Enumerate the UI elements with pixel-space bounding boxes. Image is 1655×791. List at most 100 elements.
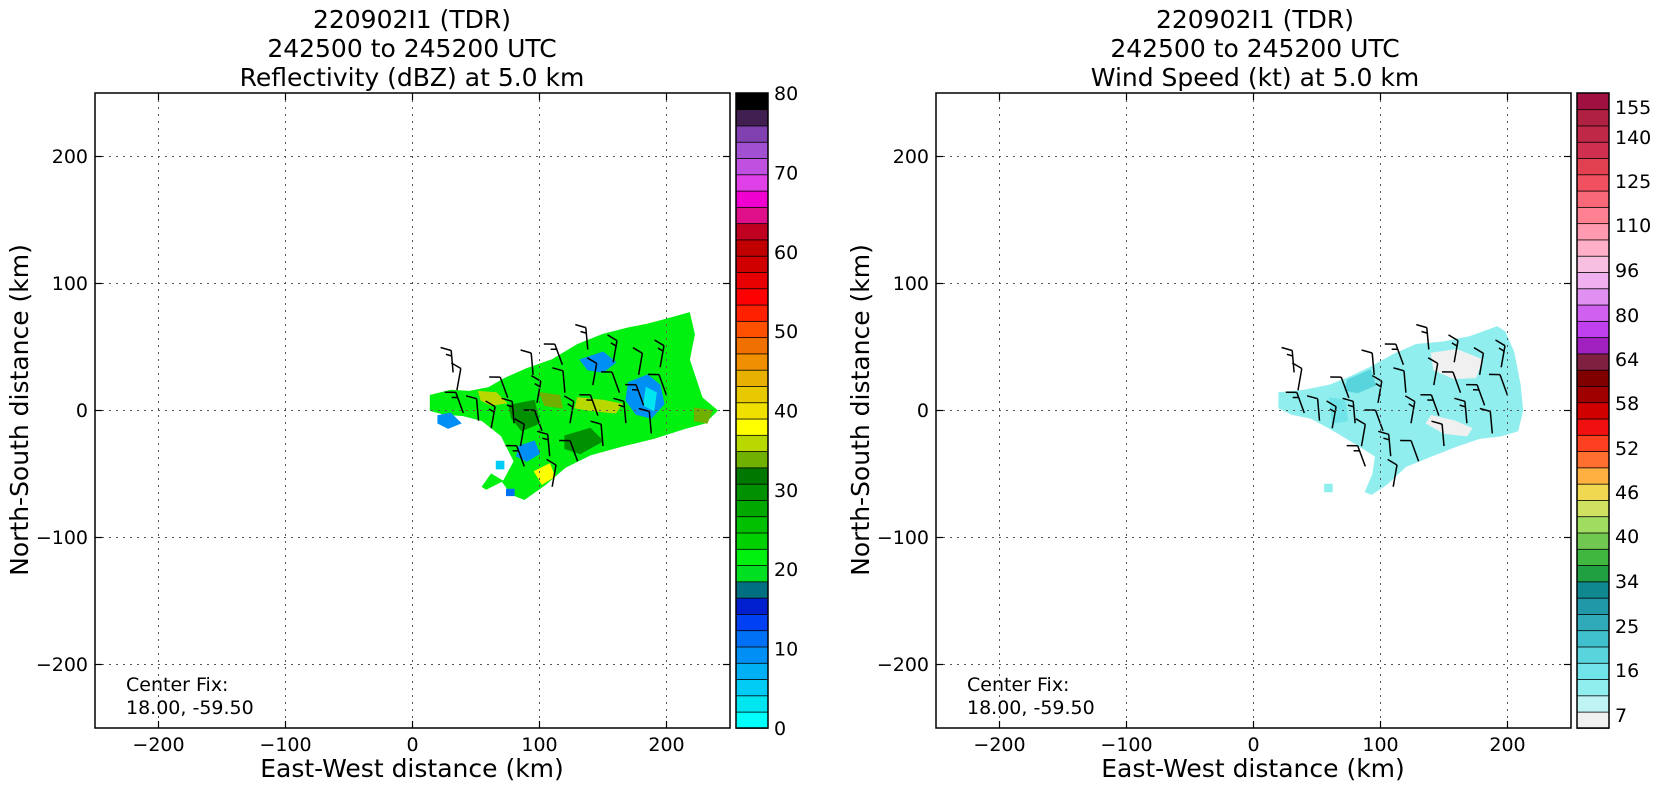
- colorbar-cell: [736, 598, 768, 615]
- y-tick-label: −200: [36, 654, 88, 676]
- chart-title-line-2: 242500 to 245200 UTC: [267, 34, 556, 63]
- colorbar-cell: [1577, 272, 1609, 289]
- panel-reflectivity: 220902I1 (TDR) 242500 to 245200 UTC Refl…: [5, 5, 798, 783]
- chart-title-line-1: 220902I1 (TDR): [1156, 5, 1354, 34]
- colorbar-cell: [736, 93, 768, 110]
- chart-title-line-3: Wind Speed (kt) at 5.0 km: [1091, 63, 1419, 92]
- colorbar-cell: [736, 272, 768, 289]
- colorbar-tick-label: 0: [774, 718, 786, 740]
- colorbar-cell: [736, 630, 768, 647]
- colorbar-tick-label: 50: [774, 321, 798, 343]
- colorbar-tick-label: 125: [1615, 171, 1651, 193]
- colorbar-cell: [736, 419, 768, 436]
- colorbar-cell: [736, 467, 768, 484]
- colorbar-cell: [1577, 549, 1609, 566]
- colorbar-cell: [1577, 484, 1609, 501]
- chart-title-line-1: 220902I1 (TDR): [313, 5, 511, 34]
- chart-title-line-3: Reflectivity (dBZ) at 5.0 km: [240, 63, 585, 92]
- colorbar-cell: [736, 712, 768, 729]
- center-fix-label: Center Fix:: [126, 674, 228, 696]
- y-tick-label: 200: [52, 146, 88, 168]
- colorbar-cell: [1577, 256, 1609, 273]
- colorbar-tick-label: 7: [1615, 705, 1627, 727]
- colorbar-cell: [1577, 158, 1609, 175]
- y-axis-label: North-South distance (km): [846, 244, 875, 576]
- colorbar-tick-label: 140: [1615, 127, 1651, 149]
- x-tick-label: −100: [259, 734, 311, 756]
- y-tick-label: 100: [893, 273, 929, 295]
- colorbar-tick-label: 64: [1615, 349, 1639, 371]
- y-axis-label: North-South distance (km): [5, 244, 34, 576]
- colorbar-tick-label: 52: [1615, 438, 1639, 460]
- colorbar-cell: [736, 614, 768, 631]
- colorbar-cell: [736, 565, 768, 582]
- colorbar-cell: [1577, 663, 1609, 680]
- colorbar-tick-label: 30: [774, 480, 798, 502]
- colorbar-cell: [736, 191, 768, 208]
- colorbar-cell: [1577, 598, 1609, 615]
- colorbar-tick-label: 20: [774, 559, 798, 581]
- x-tick-label: 0: [1247, 734, 1259, 756]
- colorbar-tick-label: 16: [1615, 660, 1639, 682]
- colorbar-cell: [736, 305, 768, 322]
- colorbar-cell: [736, 695, 768, 712]
- colorbar-reflectivity: 0 10 20 30 40 50 60 70 80: [736, 83, 798, 740]
- colorbar-cell: [736, 402, 768, 419]
- x-tick-label: 100: [1362, 734, 1398, 756]
- colorbar-cell: [736, 207, 768, 224]
- colorbar-tick-label: 110: [1615, 215, 1651, 237]
- colorbar-tick-label: 25: [1615, 616, 1639, 638]
- colorbar-cell: [736, 663, 768, 680]
- colorbar-cell: [736, 647, 768, 664]
- colorbar-cell: [736, 370, 768, 387]
- colorbar-cell: [736, 174, 768, 191]
- colorbar-cell: [1577, 500, 1609, 517]
- x-axis-label: East-West distance (km): [260, 754, 564, 783]
- colorbar-cell: [736, 500, 768, 517]
- colorbar-cell: [1577, 93, 1609, 110]
- colorbar-cell: [736, 386, 768, 403]
- colorbar-cell: [1577, 647, 1609, 664]
- colorbar-cell: [736, 533, 768, 550]
- colorbar-cell: [736, 581, 768, 598]
- colorbar-cell: [736, 321, 768, 338]
- colorbar-cell: [1577, 109, 1609, 126]
- panel-wind-speed: 220902I1 (TDR) 242500 to 245200 UTC Wind…: [846, 5, 1651, 783]
- colorbar-cell: [1577, 581, 1609, 598]
- colorbar-cell: [1577, 402, 1609, 419]
- colorbar-cell: [736, 223, 768, 240]
- x-tick-label: 0: [406, 734, 418, 756]
- colorbar-cell: [1577, 288, 1609, 305]
- center-fix-value: 18.00, -59.50: [126, 697, 254, 719]
- colorbar-cell: [1577, 240, 1609, 257]
- colorbar-cell: [736, 109, 768, 126]
- chart-title-line-2: 242500 to 245200 UTC: [1110, 34, 1399, 63]
- colorbar-cell: [1577, 207, 1609, 224]
- colorbar-cell: [736, 451, 768, 468]
- plot-area: Center Fix: 18.00, -59.50: [95, 93, 730, 728]
- colorbar-cell: [1577, 370, 1609, 387]
- colorbar-tick-label: 80: [774, 83, 798, 105]
- colorbar-tick-labels: 0 10 20 30 40 50 60 70 80: [774, 83, 798, 740]
- colorbar-tick-label: 40: [1615, 526, 1639, 548]
- colorbar-cell: [1577, 386, 1609, 403]
- colorbar-cell: [736, 158, 768, 175]
- center-fix-label: Center Fix:: [967, 674, 1069, 696]
- x-tick-label: 100: [521, 734, 557, 756]
- colorbar-tick-label: 96: [1615, 260, 1639, 282]
- colorbar-tick-label: 40: [774, 401, 798, 423]
- echo-region-outlier-2: [507, 489, 515, 495]
- x-tick-label: −100: [1100, 734, 1152, 756]
- colorbar-cell: [1577, 321, 1609, 338]
- colorbar-tick-label: 46: [1615, 482, 1639, 504]
- colorbar-cell: [1577, 191, 1609, 208]
- colorbar-tick-label: 10: [774, 639, 798, 661]
- colorbar-tick-label: 60: [774, 242, 798, 264]
- y-tick-label: −100: [36, 527, 88, 549]
- colorbar-tick-label: 80: [1615, 305, 1639, 327]
- colorbar-cell: [1577, 565, 1609, 582]
- plot-area: Center Fix: 18.00, -59.50: [936, 93, 1571, 728]
- colorbar-cell: [1577, 435, 1609, 452]
- colorbar-cell: [1577, 451, 1609, 468]
